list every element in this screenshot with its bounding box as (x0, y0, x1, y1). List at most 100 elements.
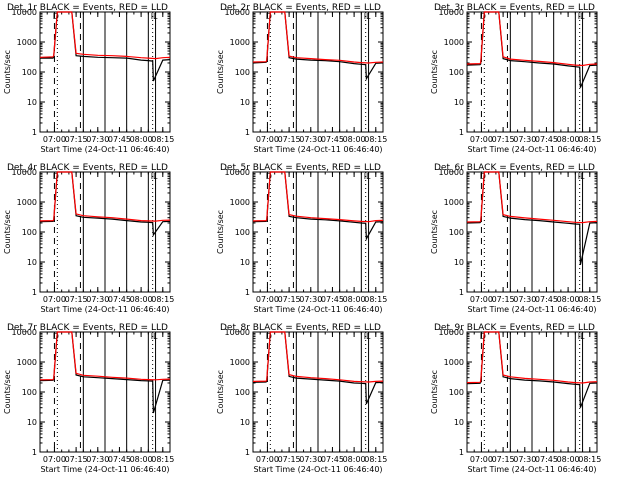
panel-title: Det_9r BLACK = Events, RED = LLD (434, 323, 595, 333)
marker-label-start: D (53, 172, 59, 181)
y-tick-label: 1000 (230, 198, 250, 207)
y-tick-label: 10 (27, 418, 37, 427)
x-tick-label: 07:30 (299, 135, 322, 144)
x-tick-label: 07:45 (108, 135, 131, 144)
x-tick-label: 07:30 (299, 455, 322, 464)
y-tick-label: 10000 (225, 328, 250, 337)
y-tick-label: 1000 (17, 198, 37, 207)
x-tick-label: 07:00 (470, 135, 493, 144)
y-tick-label: 100 (22, 228, 37, 237)
y-tick-label: 1 (32, 448, 37, 457)
x-tick-label: 08:00 (130, 455, 153, 464)
y-axis-label: Counts/sec (430, 50, 439, 94)
x-tick-label: 07:15 (492, 455, 515, 464)
x-tick-label: 07:15 (492, 295, 515, 304)
panel-4: Det_4r BLACK = Events, RED = LLD 1 10 100 10… (3, 163, 174, 314)
marker-label-end: IL (578, 332, 585, 341)
series-line-lld (252, 11, 384, 64)
panel-9: Det_9r BLACK = Events, RED = LLD 1 10 100 10… (430, 323, 601, 474)
x-tick-label: 08:15 (151, 135, 174, 144)
x-axis-label: Start Time (24-Oct-11 06:46:40) (40, 305, 169, 314)
x-tick-label: 07:45 (108, 455, 131, 464)
x-tick-label: 07:45 (108, 295, 131, 304)
marker-label-end: IL (364, 172, 371, 181)
marker-label-end: IL (364, 12, 371, 21)
y-tick-label: 1000 (444, 198, 464, 207)
x-tick-label: 08:15 (578, 455, 601, 464)
x-tick-label: 08:00 (343, 295, 366, 304)
marker-label-end: IL (151, 172, 158, 181)
series-line-lld (466, 11, 598, 67)
y-tick-label: 1 (245, 128, 250, 137)
x-tick-label: 07:30 (86, 295, 109, 304)
panel-5: Det_5r BLACK = Events, RED = LLD 1 10 100 10… (216, 163, 387, 314)
y-tick-label: 1000 (230, 358, 250, 367)
marker-label-start: D (266, 172, 272, 181)
x-tick-label: 08:00 (557, 455, 580, 464)
marker-label-start: D (480, 332, 486, 341)
y-tick-label: 10 (454, 418, 464, 427)
y-axis-label: Counts/sec (3, 370, 12, 414)
panel-6: Det_6r BLACK = Events, RED = LLD 1 10 100 10… (430, 163, 601, 314)
y-tick-label: 1000 (17, 38, 37, 47)
panel-title: Det_6r BLACK = Events, RED = LLD (434, 163, 595, 173)
y-tick-label: 100 (235, 68, 250, 77)
marker-label-start: D (266, 12, 272, 21)
series-line-lld (39, 331, 171, 381)
panel-1: Det_1r BLACK = Events, RED = LLD 1 10 100 10… (3, 3, 174, 154)
x-tick-label: 07:00 (256, 295, 279, 304)
x-tick-label: 08:00 (557, 295, 580, 304)
y-tick-label: 10000 (439, 8, 464, 17)
panel-8: Det_8r BLACK = Events, RED = LLD 1 10 100 10… (216, 323, 387, 474)
x-tick-label: 07:30 (513, 295, 536, 304)
y-tick-label: 10 (454, 98, 464, 107)
y-axis-label: Counts/sec (3, 50, 12, 94)
series-line-lld (252, 171, 384, 223)
x-axis-label: Start Time (24-Oct-11 06:46:40) (40, 465, 169, 474)
y-tick-label: 100 (22, 388, 37, 397)
panel-title: Det_8r BLACK = Events, RED = LLD (220, 323, 381, 333)
marker-label-end: IL (578, 12, 585, 21)
x-axis-label: Start Time (24-Oct-11 06:46:40) (253, 305, 382, 314)
y-tick-label: 10 (27, 258, 37, 267)
panel-title: Det_3r BLACK = Events, RED = LLD (434, 3, 595, 13)
x-tick-label: 08:00 (130, 135, 153, 144)
marker-label-start: D (53, 332, 59, 341)
y-tick-label: 100 (22, 68, 37, 77)
y-tick-label: 10000 (12, 168, 37, 177)
x-tick-label: 08:15 (578, 295, 601, 304)
x-tick-label: 08:00 (557, 135, 580, 144)
x-tick-label: 08:15 (151, 295, 174, 304)
x-tick-label: 08:00 (343, 135, 366, 144)
x-tick-label: 07:30 (86, 135, 109, 144)
y-tick-label: 10 (454, 258, 464, 267)
y-tick-label: 100 (449, 68, 464, 77)
x-tick-label: 07:30 (513, 455, 536, 464)
y-tick-label: 1 (32, 288, 37, 297)
x-tick-label: 07:15 (278, 295, 301, 304)
x-tick-label: 08:15 (364, 455, 387, 464)
y-tick-label: 1000 (444, 38, 464, 47)
x-axis-label: Start Time (24-Oct-11 06:46:40) (40, 145, 169, 154)
x-tick-label: 07:30 (86, 455, 109, 464)
y-tick-label: 10 (240, 418, 250, 427)
y-tick-label: 10000 (12, 328, 37, 337)
x-tick-label: 07:00 (43, 295, 66, 304)
panel-2: Det_2r BLACK = Events, RED = LLD 1 10 100 10… (216, 3, 387, 154)
y-tick-label: 10000 (439, 328, 464, 337)
y-tick-label: 1000 (230, 38, 250, 47)
y-tick-label: 1000 (17, 358, 37, 367)
y-tick-label: 1 (459, 128, 464, 137)
marker-label-start: D (266, 332, 272, 341)
x-tick-label: 07:45 (535, 455, 558, 464)
x-tick-label: 07:45 (535, 295, 558, 304)
marker-label-start: D (53, 12, 59, 21)
x-tick-label: 07:15 (278, 135, 301, 144)
marker-label-end: IL (364, 332, 371, 341)
x-tick-label: 07:30 (513, 135, 536, 144)
series-line-lld (252, 331, 384, 383)
x-axis-label: Start Time (24-Oct-11 06:46:40) (253, 145, 382, 154)
y-tick-label: 10 (240, 98, 250, 107)
y-tick-label: 10000 (225, 8, 250, 17)
